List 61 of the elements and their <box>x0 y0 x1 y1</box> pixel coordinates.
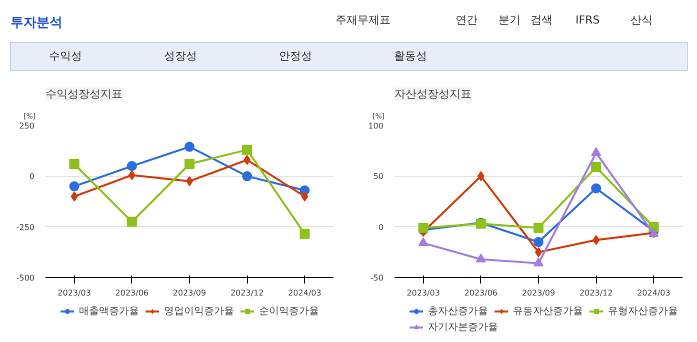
point <box>592 235 600 246</box>
y-tick-label: 0 <box>378 222 384 232</box>
text: 검색 <box>530 14 552 26</box>
y-tick-label: 250 <box>19 122 35 130</box>
y-tick-label: 0 <box>29 172 35 182</box>
x-tick-label: 2023/03 <box>58 288 91 298</box>
legend-label: 총자산증가율 <box>428 305 488 318</box>
x-tick-label: 2023/09 <box>172 288 206 298</box>
y-tick-label: -500 <box>16 274 34 282</box>
point <box>242 144 252 155</box>
point <box>184 142 194 152</box>
x-tick-label: 2024/03 <box>637 288 670 298</box>
point <box>242 171 252 182</box>
text: 산식 <box>630 14 652 26</box>
y-tick-label: -250 <box>16 222 34 232</box>
x-tick-label: 2023/03 <box>406 288 440 298</box>
legend-label: 유형자산증가율 <box>608 305 678 318</box>
legend-label: 매출액증가율 <box>79 305 139 318</box>
point <box>418 237 428 246</box>
text: 주재무제표 <box>336 14 390 26</box>
x-tick-label: 2023/12 <box>579 288 613 298</box>
legend-label: 영업이익증가율 <box>164 305 234 318</box>
legend-label: 순이익증가율 <box>259 305 319 318</box>
point <box>128 170 136 180</box>
chart-title: 자산성장성지표 <box>394 88 472 100</box>
point <box>184 159 194 170</box>
point <box>591 147 602 156</box>
legend-label: 자기자본증가율 <box>428 321 498 334</box>
text: 분기 <box>498 14 520 26</box>
point <box>591 183 602 194</box>
x-tick-label: 2023/06 <box>464 288 498 298</box>
text: 안정성 <box>279 50 312 62</box>
text: 성장성 <box>164 50 197 62</box>
point <box>70 191 78 202</box>
text: 투자분석 <box>10 16 62 30</box>
point <box>300 228 310 239</box>
point <box>126 161 137 172</box>
x-tick-label: 2023/09 <box>522 288 556 298</box>
y-tick-label: -50 <box>370 274 384 282</box>
x-tick-label: 2024/03 <box>288 288 322 298</box>
x-tick-label: 2023/12 <box>230 288 264 298</box>
point <box>301 191 308 202</box>
text: 활동성 <box>394 50 427 62</box>
point <box>534 237 544 248</box>
point <box>534 258 544 266</box>
point <box>69 159 80 170</box>
chart-title: 수익성장성지표 <box>46 88 122 100</box>
x-tick-label: 2023/06 <box>115 288 149 298</box>
point <box>477 171 484 182</box>
point <box>534 222 544 233</box>
text: 수익성 <box>49 50 82 62</box>
text: IFRS <box>576 14 600 26</box>
point <box>476 254 486 262</box>
point <box>126 216 137 227</box>
point <box>244 154 251 165</box>
point <box>69 181 80 192</box>
y-tick-label: 50 <box>373 172 384 182</box>
legend-label: 유동자산증가율 <box>513 305 583 318</box>
text: 연간 <box>456 14 478 26</box>
y-tick-label: 100 <box>368 122 384 130</box>
point <box>591 162 602 172</box>
